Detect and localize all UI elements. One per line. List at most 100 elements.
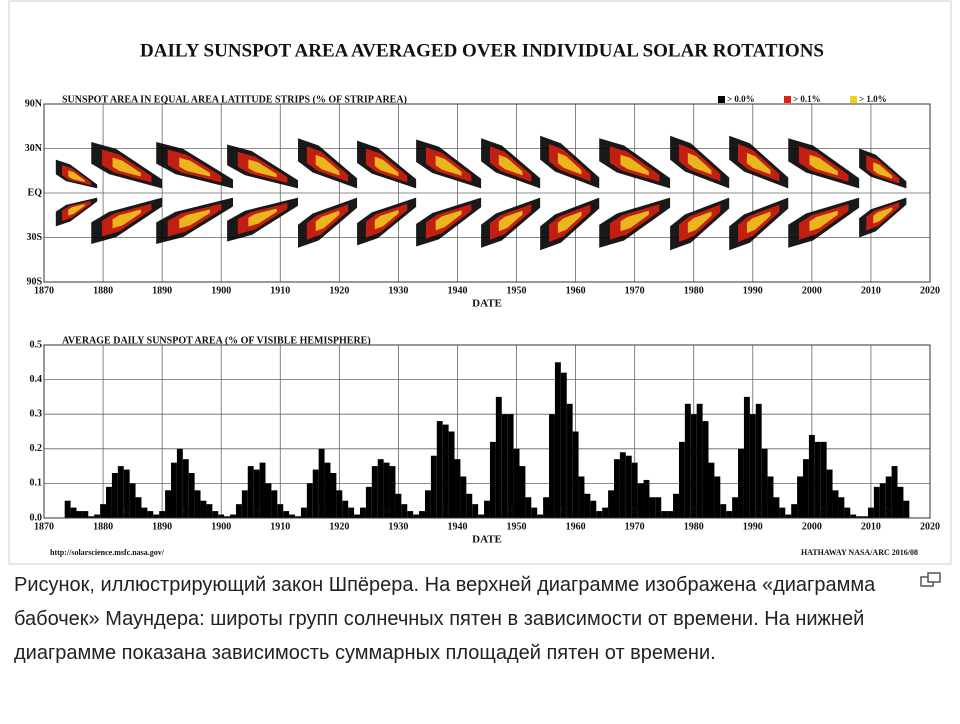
expand-icon[interactable] — [920, 572, 942, 588]
bar — [814, 441, 821, 518]
butterfly-wing — [620, 210, 649, 232]
bar — [684, 403, 691, 518]
plot-frame — [43, 344, 931, 519]
butterfly-wing — [315, 210, 340, 232]
butterfly-wing — [498, 210, 523, 232]
bar — [767, 476, 774, 518]
bar — [732, 497, 739, 518]
butterfly-wing — [746, 152, 771, 175]
x-tick-label: 1940 — [447, 285, 467, 296]
bar — [224, 516, 231, 518]
y-tick-label: 90S — [26, 276, 42, 287]
x-tick-label: 1900 — [211, 285, 231, 296]
bar — [259, 462, 266, 518]
bar — [123, 469, 130, 518]
bar — [277, 504, 284, 518]
bar — [360, 507, 366, 518]
figure-title: DAILY SUNSPOT AREA AVERAGED OVER INDIVID… — [140, 40, 824, 61]
bar — [419, 511, 425, 518]
x-tick-label: 1920 — [329, 285, 349, 296]
bar — [442, 424, 449, 518]
cycle-label: 21 — [689, 505, 699, 515]
x-tick-label: 1960 — [566, 521, 586, 532]
cycle-label: 18 — [506, 505, 516, 515]
butterfly-wing — [746, 211, 771, 234]
bar — [472, 504, 479, 518]
bar — [803, 459, 809, 518]
cycle-label: 13 — [181, 505, 191, 515]
bar — [773, 497, 780, 518]
x-tick-label: 1910 — [270, 521, 290, 532]
bar — [844, 507, 851, 518]
bar — [165, 490, 171, 518]
bar — [649, 497, 656, 518]
x-tick-label: 1990 — [743, 521, 763, 532]
bar — [867, 507, 874, 518]
bar — [590, 500, 597, 518]
butterfly-wing — [435, 210, 462, 231]
bar — [70, 507, 77, 518]
bar — [129, 483, 136, 518]
chart-title: SUNSPOT AREA IN EQUAL AREA LATITUDE STRI… — [62, 94, 407, 105]
butterfly-wing — [809, 154, 838, 176]
bar — [838, 497, 845, 518]
bar — [749, 414, 756, 518]
x-tick-label: 1910 — [270, 285, 290, 296]
bar — [714, 476, 721, 518]
bar — [667, 511, 674, 518]
bar — [336, 490, 343, 518]
bar — [365, 486, 372, 518]
y-tick-label: 0.5 — [30, 339, 43, 350]
bar — [903, 500, 910, 518]
bar — [342, 500, 349, 518]
bar — [531, 507, 538, 518]
bar — [560, 372, 567, 518]
bar — [460, 476, 467, 518]
butterfly-wing — [179, 209, 210, 229]
butterfly-wing — [873, 162, 893, 179]
bar — [891, 466, 898, 518]
bar — [661, 511, 668, 518]
x-tick-label: 1940 — [447, 521, 467, 532]
x-tick-label: 1930 — [388, 285, 408, 296]
bar — [761, 448, 768, 518]
x-tick-label: 1870 — [34, 285, 54, 296]
y-tick-label: 0.2 — [30, 443, 43, 454]
bar — [507, 414, 514, 518]
butterfly-wing — [112, 209, 141, 229]
bar — [330, 473, 337, 518]
bar — [478, 514, 485, 518]
bar — [738, 448, 744, 518]
x-tick-label: 1950 — [507, 521, 527, 532]
figure: DAILY SUNSPOT AREA AVERAGED OVER INDIVID… — [8, 0, 952, 565]
bar — [625, 455, 632, 518]
bar — [424, 490, 431, 518]
bar — [247, 466, 254, 518]
bar — [484, 500, 490, 518]
bar — [519, 466, 526, 518]
bar — [702, 421, 709, 518]
butterfly-wing — [435, 155, 462, 176]
bar — [856, 516, 863, 518]
bar — [407, 511, 414, 518]
butterfly-wing — [179, 157, 210, 177]
x-tick-label: 2000 — [802, 285, 822, 296]
bar — [289, 514, 296, 518]
bar — [200, 500, 207, 518]
bar — [436, 421, 443, 518]
bar — [602, 507, 609, 518]
bar — [726, 511, 733, 518]
butterfly-wing — [315, 154, 340, 176]
butterfly-wing — [687, 152, 712, 175]
bar — [637, 483, 644, 518]
butterfly-wing — [248, 208, 277, 227]
y-tick-label: 0.0 — [30, 512, 43, 523]
bar — [862, 516, 868, 518]
bar — [159, 511, 166, 518]
plot-frame — [43, 103, 931, 283]
x-tick-label: 1970 — [625, 521, 645, 532]
bar — [106, 486, 112, 518]
bar — [147, 511, 154, 518]
bar — [466, 493, 473, 518]
